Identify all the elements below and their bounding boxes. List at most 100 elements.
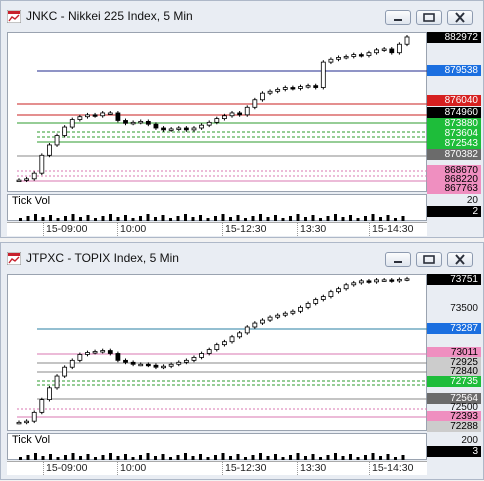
candle — [214, 118, 220, 123]
time-tick: 13:30 — [297, 223, 326, 236]
minimize-button[interactable] — [385, 10, 411, 25]
price-plot-area[interactable] — [7, 32, 427, 192]
candle — [260, 92, 265, 101]
volume-bar — [274, 215, 277, 221]
price-chart[interactable] — [7, 274, 427, 431]
candle — [69, 359, 75, 368]
volume-value-tag: 3 — [427, 446, 481, 457]
volume-bar — [101, 455, 105, 460]
price-scale[interactable]: 73751 73500 73287 73011 72925 72840 72735 72564… — [427, 274, 481, 460]
window-titlebar[interactable]: JTPXC - TOPIX Index, 5 Min — [1, 243, 483, 273]
volume-bar — [86, 215, 90, 221]
time-axis: 15-09:00 10:00 15-12:30 13:30 15-14:30 — [7, 222, 427, 236]
candle — [305, 303, 311, 308]
price-plot-area[interactable] — [7, 274, 427, 431]
volume-bar — [191, 456, 195, 460]
price-level-tag: 873880 — [427, 118, 481, 129]
volume-bar — [34, 214, 37, 221]
candle — [313, 85, 319, 88]
minimize-icon — [394, 261, 402, 263]
candle — [176, 361, 182, 365]
candle — [168, 363, 174, 367]
candle — [92, 114, 98, 117]
price-chart[interactable] — [7, 32, 427, 192]
volume-bar — [364, 216, 367, 221]
volume-bar — [19, 457, 22, 460]
price-scale[interactable]: 882972 879538 876040 874960 873880 873604 8725… — [427, 32, 481, 221]
volume-bar — [304, 217, 307, 221]
candle — [123, 359, 128, 363]
volume-bar — [109, 453, 112, 460]
candle — [168, 128, 174, 131]
volume-bar — [154, 217, 157, 221]
volume-bar — [394, 218, 397, 221]
candle — [404, 278, 410, 281]
maximize-icon — [423, 255, 435, 264]
maximize-icon — [423, 13, 435, 22]
volume-bar — [94, 218, 97, 221]
candle — [244, 106, 250, 116]
window-title: JNKC - Nikkei 225 Index, 5 Min — [26, 9, 193, 23]
volume-bar — [41, 217, 45, 221]
volume-bar — [304, 456, 307, 460]
candle — [396, 43, 402, 54]
candle — [153, 123, 159, 129]
volume-bar — [221, 214, 225, 221]
volume-bar — [184, 453, 187, 460]
candle — [275, 89, 281, 92]
close-button[interactable] — [447, 252, 473, 267]
volume-bar — [26, 455, 30, 460]
minimize-button[interactable] — [385, 252, 411, 267]
volume-bar — [371, 453, 375, 460]
candle — [123, 120, 128, 124]
volume-bar — [109, 214, 112, 221]
chart-window-nikkei: JNKC - Nikkei 225 Index, 5 Min Tick Vol … — [0, 0, 484, 238]
price-level-tag: 868220 — [427, 174, 481, 185]
volume-bar — [79, 217, 82, 221]
candle — [31, 172, 37, 180]
volume-bar — [364, 455, 367, 460]
volume-chart — [19, 214, 405, 221]
candle — [252, 99, 258, 108]
candle — [24, 420, 30, 424]
price-level-tag: 72393 — [427, 411, 481, 422]
minimize-icon — [394, 19, 402, 21]
volume-bar — [146, 453, 150, 460]
volume-bar — [356, 218, 360, 221]
close-button[interactable] — [447, 10, 473, 25]
candle — [374, 49, 379, 54]
volume-bar — [386, 454, 390, 460]
volume-bar — [244, 218, 247, 221]
price-level-tag: 73751 — [427, 274, 481, 285]
volume-bar — [131, 457, 135, 460]
price-level-tag: 72500 — [450, 402, 478, 413]
volume-bar — [139, 455, 142, 460]
volume-bar — [236, 215, 240, 221]
candle — [244, 326, 250, 334]
chart-app-icon — [7, 10, 21, 23]
maximize-button[interactable] — [416, 10, 442, 25]
volume-bar — [64, 455, 67, 460]
candle — [252, 322, 258, 328]
candle — [336, 57, 341, 60]
maximize-button[interactable] — [416, 252, 442, 267]
volume-bar — [176, 455, 180, 460]
volume-bar — [206, 218, 210, 221]
volume-bar — [79, 456, 82, 460]
volume-bar — [169, 218, 172, 221]
candle — [161, 127, 166, 131]
candle — [343, 56, 349, 59]
volume-bar — [379, 456, 382, 460]
volume-bar — [214, 455, 217, 460]
time-tick: 15-14:30 — [369, 462, 413, 475]
volume-bar — [266, 456, 270, 460]
candle — [145, 363, 151, 367]
window-titlebar[interactable]: JNKC - Nikkei 225 Index, 5 Min — [1, 1, 483, 31]
candle — [313, 299, 319, 304]
volume-bar — [236, 454, 240, 460]
candle — [328, 291, 334, 297]
candle — [199, 124, 204, 129]
candle — [290, 310, 296, 314]
candle — [320, 296, 326, 300]
price-level-tag: 874960 — [427, 107, 481, 118]
